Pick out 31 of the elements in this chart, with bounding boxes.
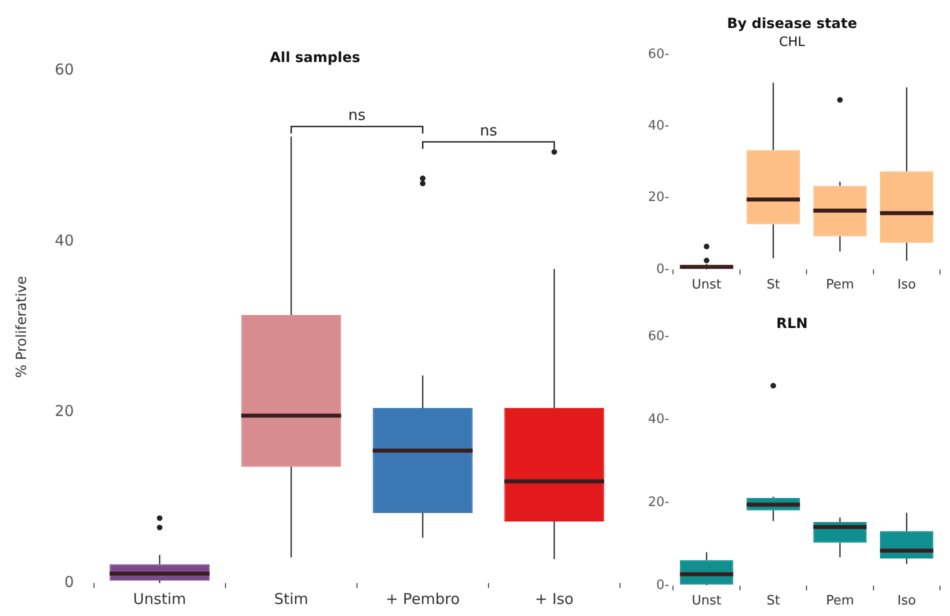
y-axis-title: % Proliferative bbox=[14, 276, 30, 378]
x-tick-label: St bbox=[766, 278, 780, 293]
x-tick-label: Unstim bbox=[133, 590, 186, 608]
x-tick-label: + Iso bbox=[534, 590, 574, 608]
chart-subtitle: CHL bbox=[778, 34, 806, 50]
x-tick-label: Stim bbox=[274, 590, 308, 608]
x-tick-label: Pem bbox=[826, 278, 854, 293]
chart-title: RLN bbox=[776, 316, 808, 332]
annotation: ns bbox=[480, 121, 498, 140]
x-tick-label: Iso bbox=[897, 278, 916, 293]
y-tick-label: 60 bbox=[54, 60, 74, 79]
y-tick-label: 0 bbox=[64, 572, 74, 591]
x-tick-label: St bbox=[766, 594, 780, 609]
y-tick-label: 40- bbox=[648, 118, 670, 134]
annotation: ns bbox=[348, 106, 366, 124]
x-tick-label: Pem bbox=[826, 594, 854, 609]
y-tick-label: 40- bbox=[648, 412, 670, 428]
y-tick-label: 60- bbox=[648, 329, 670, 344]
x-tick-label: Unst bbox=[692, 594, 722, 609]
y-tick-label: 20- bbox=[648, 190, 670, 206]
y-tick-label: 0- bbox=[656, 262, 670, 277]
y-tick-label: 20- bbox=[648, 494, 670, 510]
x-tick-label: Iso bbox=[897, 594, 916, 609]
y-tick-label: 40 bbox=[54, 231, 74, 250]
x-tick-label: + Pembro bbox=[386, 590, 460, 608]
chart-title: All samples bbox=[270, 50, 360, 66]
y-tick-label: 60- bbox=[648, 46, 670, 62]
x-tick-label: Unst bbox=[692, 278, 722, 293]
y-tick-label: 20 bbox=[54, 402, 74, 420]
chart-title: By disease state bbox=[726, 16, 858, 32]
y-tick-label: 0- bbox=[656, 578, 670, 593]
